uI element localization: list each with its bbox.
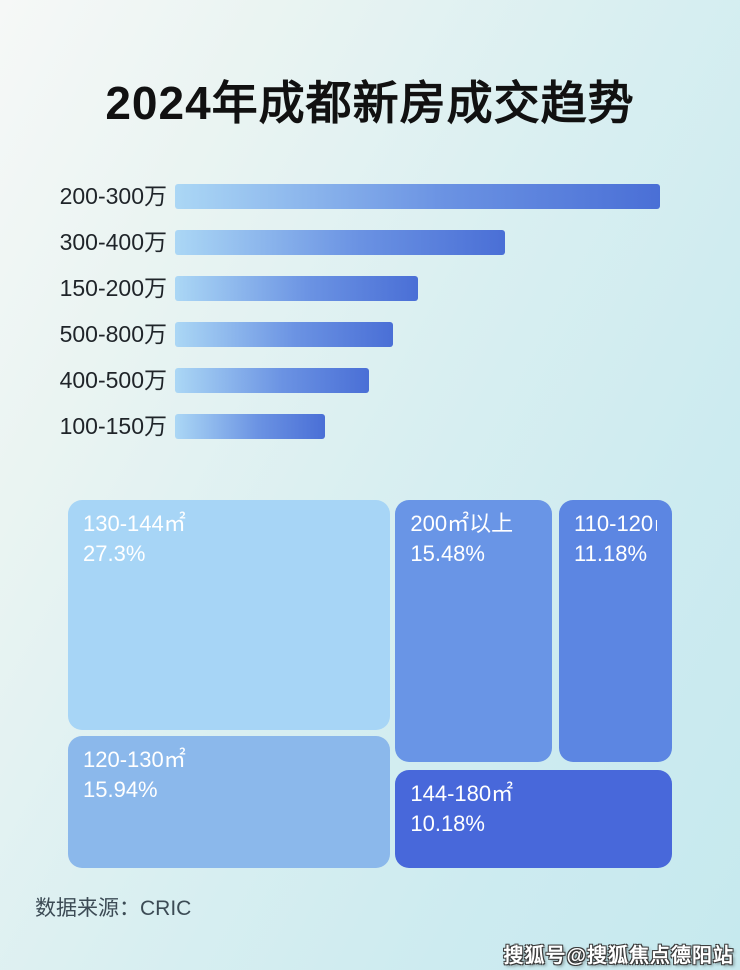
treemap-block-label: 144-180㎡ bbox=[410, 781, 514, 806]
bar-category-label: 150-200万 bbox=[59, 275, 167, 301]
bar bbox=[175, 322, 394, 347]
treemap-block-label: 130-144㎡ bbox=[83, 511, 186, 536]
bar bbox=[175, 184, 660, 209]
treemap-block-value: 27.3% bbox=[83, 541, 146, 566]
treemap-block: 130-144㎡ 27.3% bbox=[68, 500, 390, 730]
page-title: 2024年成都新房成交趋势 bbox=[105, 76, 635, 129]
data-source-label: 数据来源：CRIC bbox=[35, 897, 192, 920]
bar-category-label: 200-300万 bbox=[59, 183, 167, 209]
bar-category-label: 500-800万 bbox=[59, 321, 167, 347]
treemap-block-label: 110-120㎡ bbox=[574, 511, 657, 536]
bar bbox=[175, 276, 418, 301]
treemap-block-value: 15.48% bbox=[410, 541, 485, 566]
bar-row: 150-200万 bbox=[30, 276, 660, 301]
treemap-block-value: 10.18% bbox=[410, 811, 485, 836]
bar-category-label: 300-400万 bbox=[59, 229, 167, 255]
bar-row: 100-150万 bbox=[30, 414, 660, 439]
price-band-bar-chart: 200-300万 300-400万 150-200万 500-800万 400-500万… bbox=[30, 184, 660, 439]
bar bbox=[175, 230, 505, 255]
bar-track bbox=[175, 230, 660, 255]
unit-area-treemap: 130-144㎡ 27.3% 120-130㎡ 15.94% 200㎡以上 15.48% 1… bbox=[68, 500, 672, 868]
bar-row: 500-800万 bbox=[30, 322, 660, 347]
bar-row: 400-500万 bbox=[30, 368, 660, 393]
treemap-block: 120-130㎡ 15.94% bbox=[68, 736, 390, 868]
watermark-text: 搜狐号@搜狐焦点德阳站 bbox=[503, 945, 734, 967]
treemap-block-value: 15.94% bbox=[83, 777, 158, 802]
treemap-block: 200㎡以上 15.48% bbox=[395, 500, 553, 762]
bar-track bbox=[175, 322, 660, 347]
bar-category-label: 400-500万 bbox=[59, 367, 167, 393]
treemap-block-label: 120-130㎡ bbox=[83, 747, 186, 772]
bar-track bbox=[175, 184, 660, 209]
bar-track bbox=[175, 368, 660, 393]
treemap-block-label: 200㎡以上 bbox=[410, 511, 514, 536]
bar-track bbox=[175, 276, 660, 301]
bar-track bbox=[175, 414, 660, 439]
bar bbox=[175, 414, 326, 439]
bar-row: 300-400万 bbox=[30, 230, 660, 255]
bar-category-label: 100-150万 bbox=[59, 413, 167, 439]
bar bbox=[175, 368, 369, 393]
treemap-block: 110-120㎡ 11.18% bbox=[559, 500, 672, 762]
bar-row: 200-300万 bbox=[30, 184, 660, 209]
treemap-block: 144-180㎡ 10.18% bbox=[395, 770, 672, 868]
treemap-block-value: 11.18% bbox=[574, 541, 648, 566]
